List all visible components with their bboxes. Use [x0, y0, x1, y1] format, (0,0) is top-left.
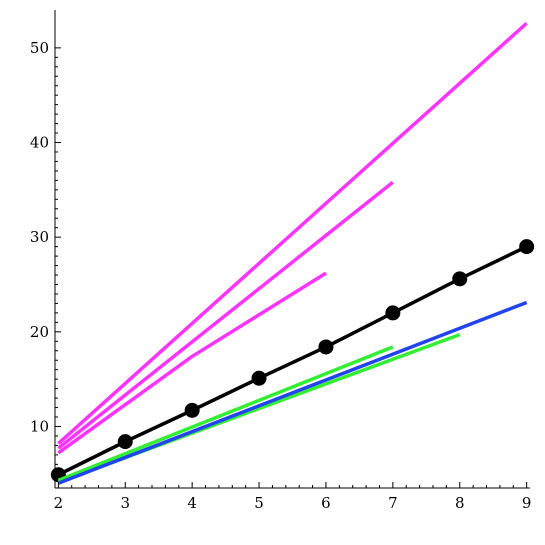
x-tick-label: 4 [187, 494, 197, 512]
y-tick-label: 40 [30, 134, 49, 152]
ticks-layer: 10 20 30 40 50 2 3 4 5 6 7 8 9 [30, 39, 532, 512]
x-tick-label: 9 [522, 494, 532, 512]
axes-layer [54, 10, 530, 489]
data-point [251, 370, 267, 386]
data-point [452, 271, 468, 287]
series-line-3 [57, 271, 327, 455]
y-tick-label: 50 [30, 39, 49, 57]
y-tick-label: 20 [30, 323, 49, 341]
y-tick-label: 10 [30, 417, 49, 435]
x-tick-label: 6 [321, 494, 331, 512]
series-line-2 [57, 180, 394, 450]
series-line-4 [57, 245, 528, 477]
x-tick-label: 3 [120, 494, 130, 512]
series-line-1 [57, 21, 528, 445]
x-tick-label: 2 [54, 494, 64, 512]
x-tick-label: 5 [254, 494, 264, 512]
data-point [318, 339, 334, 355]
data-point [117, 434, 133, 450]
x-tick-label: 7 [388, 494, 398, 512]
series-layer [50, 21, 535, 485]
series-line-5 [57, 345, 394, 483]
data-point [385, 305, 401, 321]
data-point [519, 239, 535, 255]
y-tick-label: 30 [30, 228, 49, 246]
x-tick-label: 8 [455, 494, 465, 512]
data-point [184, 402, 200, 418]
series-line-7 [57, 300, 528, 485]
